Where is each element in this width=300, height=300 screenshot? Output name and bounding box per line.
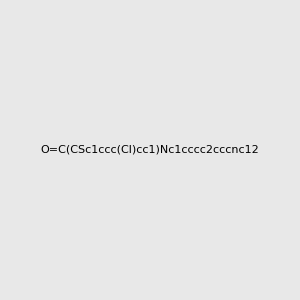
Text: O=C(CSc1ccc(Cl)cc1)Nc1cccc2cccnc12: O=C(CSc1ccc(Cl)cc1)Nc1cccc2cccnc12 xyxy=(40,145,260,155)
